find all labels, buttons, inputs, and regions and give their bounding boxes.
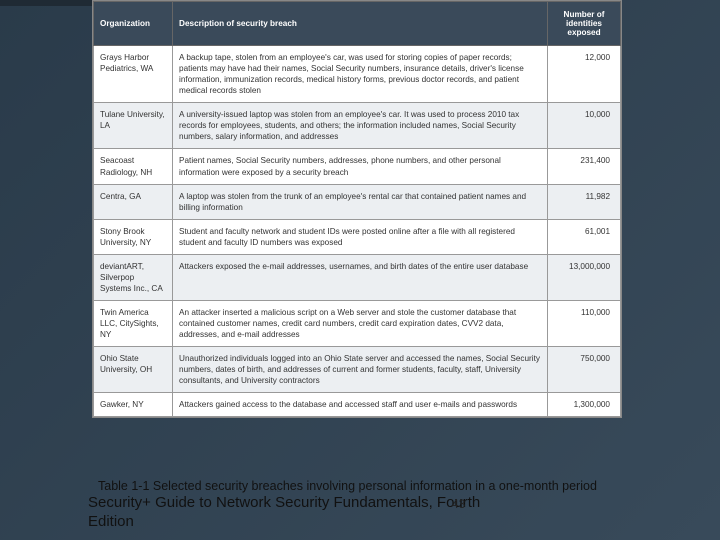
col-description: Description of security breach <box>173 2 548 46</box>
cell-description: An attacker inserted a malicious script … <box>173 301 548 347</box>
footer-line1: Security+ Guide to Network Security Fund… <box>88 494 480 511</box>
cell-description: Student and faculty network and student … <box>173 219 548 254</box>
table-row: Gawker, NYAttackers gained access to the… <box>94 393 621 417</box>
table-row: Seacoast Radiology, NHPatient names, Soc… <box>94 149 621 184</box>
cell-organization: Gawker, NY <box>94 393 173 417</box>
col-exposed: Number of identities exposed <box>548 2 621 46</box>
footer-title: Security+ Guide to Network Security Fund… <box>88 494 480 532</box>
cell-organization: Twin America LLC, CitySights, NY <box>94 301 173 347</box>
cell-exposed: 231,400 <box>548 149 621 184</box>
cell-description: Attackers gained access to the database … <box>173 393 548 417</box>
cell-exposed: 13,000,000 <box>548 254 621 300</box>
cell-organization: Ohio State University, OH <box>94 347 173 393</box>
table-row: Centra, GAA laptop was stolen from the t… <box>94 184 621 219</box>
cell-exposed: 10,000 <box>548 103 621 149</box>
cell-organization: Stony Brook University, NY <box>94 219 173 254</box>
cell-organization: Tulane University, LA <box>94 103 173 149</box>
cell-description: A laptop was stolen from the trunk of an… <box>173 184 548 219</box>
breach-table-container: Organization Description of security bre… <box>92 0 622 418</box>
cell-organization: Centra, GA <box>94 184 173 219</box>
table-row: Tulane University, LAA university-issued… <box>94 103 621 149</box>
cell-exposed: 61,001 <box>548 219 621 254</box>
table-caption: Table 1-1 Selected security breaches inv… <box>98 479 597 493</box>
cell-organization: Grays Harbor Pediatrics, WA <box>94 46 173 103</box>
cell-description: Attackers exposed the e-mail addresses, … <box>173 254 548 300</box>
cell-organization: deviantART, Silverpop Systems Inc., CA <box>94 254 173 300</box>
cell-exposed: 11,982 <box>548 184 621 219</box>
cell-exposed: 1,300,000 <box>548 393 621 417</box>
cell-organization: Seacoast Radiology, NH <box>94 149 173 184</box>
table-row: Twin America LLC, CitySights, NYAn attac… <box>94 301 621 347</box>
cell-exposed: 12,000 <box>548 46 621 103</box>
table-body: Grays Harbor Pediatrics, WAA backup tape… <box>94 46 621 417</box>
table-row: deviantART, Silverpop Systems Inc., CAAt… <box>94 254 621 300</box>
footer-line2: Edition <box>88 513 134 530</box>
breach-table: Organization Description of security bre… <box>93 1 621 417</box>
table-row: Ohio State University, OHUnauthorized in… <box>94 347 621 393</box>
cell-description: A university-issued laptop was stolen fr… <box>173 103 548 149</box>
cell-description: Patient names, Social Security numbers, … <box>173 149 548 184</box>
table-header-row: Organization Description of security bre… <box>94 2 621 46</box>
cell-exposed: 110,000 <box>548 301 621 347</box>
col-organization: Organization <box>94 2 173 46</box>
cell-description: Unauthorized individuals logged into an … <box>173 347 548 393</box>
table-row: Grays Harbor Pediatrics, WAA backup tape… <box>94 46 621 103</box>
page-number: 43 <box>452 497 465 511</box>
cell-description: A backup tape, stolen from an employee's… <box>173 46 548 103</box>
cell-exposed: 750,000 <box>548 347 621 393</box>
table-row: Stony Brook University, NYStudent and fa… <box>94 219 621 254</box>
